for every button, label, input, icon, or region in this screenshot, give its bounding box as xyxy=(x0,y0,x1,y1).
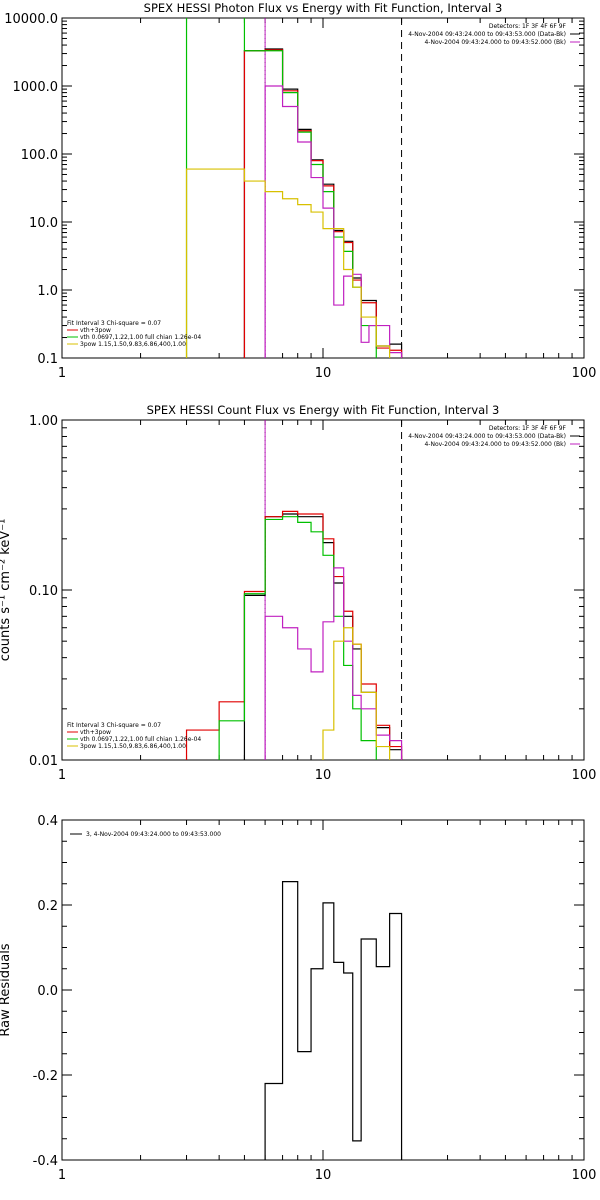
panel-3: 1 10 100 -0.4 -0.2 0.0 0.2 0.4 Raw Residuals 3, 4… xyxy=(0,814,596,1183)
info-line: 4-Nov-2004 09:43:24.000 to 09:43:52.000 … xyxy=(424,441,566,448)
x-tick-label: 100 xyxy=(572,768,597,783)
y-tick-label: 10000.0 xyxy=(4,12,58,27)
legend-item: 3pow 1.15,1.50,9.83,6.86,400,1.00 xyxy=(80,341,186,348)
series-line-vth xyxy=(218,516,403,760)
info-line: 4-Nov-2004 09:43:24.000 to 09:43:52.000 … xyxy=(424,39,566,46)
y-tick-label: 100.0 xyxy=(21,148,58,163)
x-tick-label: 10 xyxy=(315,768,332,783)
y-axis-label: counts s⁻¹ cm⁻² keV⁻¹ xyxy=(0,519,13,662)
legend-item: 3, 4-Nov-2004 09:43:24.000 to 09:43:53.0… xyxy=(86,831,221,838)
y-tick-label: 10.0 xyxy=(29,216,58,231)
plot-area xyxy=(185,18,403,358)
x-tick-label: 10 xyxy=(315,366,332,381)
x-tick-label: 10 xyxy=(315,1168,332,1183)
legend-item: vth+3pow xyxy=(80,729,111,736)
y-tick-label: 1.00 xyxy=(29,414,58,429)
x-tick-label: 1 xyxy=(58,768,66,783)
legend-title: Fit Interval 3 Chi-square = 0.07 xyxy=(67,320,161,327)
plot-frame xyxy=(61,419,585,761)
panel-2: SPEX HESSI Count Flux vs Energy with Fit… xyxy=(0,403,597,783)
legend-item: vth+3pow xyxy=(80,327,111,334)
info-line: Detectors: 1F 3F 4F 6F 9F xyxy=(489,425,567,432)
y-tick-label: 0.1 xyxy=(37,352,58,367)
y-tick-label: 0.2 xyxy=(37,899,58,914)
legend-item: vth 0.0697,1.22,1.00 full chian 1.26e-04 xyxy=(80,736,201,743)
y-tick-label: 0.4 xyxy=(37,814,58,829)
series-line-vth xyxy=(185,18,403,358)
legend-item: 3pow 1.15,1.50,9.83,6.86,400,1.00 xyxy=(80,743,186,750)
y-tick-label: 0.0 xyxy=(37,984,58,999)
info-line: 4-Nov-2004 09:43:24.000 to 09:43:53.000 … xyxy=(408,433,566,440)
series-line-bk xyxy=(264,85,403,358)
info-line: 4-Nov-2004 09:43:24.000 to 09:43:53.000 … xyxy=(408,31,566,38)
plot-area xyxy=(264,881,403,1160)
y-axis-label: Raw Residuals xyxy=(0,943,13,1036)
chart-title: SPEX HESSI Count Flux vs Energy with Fit… xyxy=(147,403,500,417)
series-line-residuals xyxy=(264,881,403,1160)
y-tick-label: 0.01 xyxy=(29,754,58,769)
chart-title: SPEX HESSI Photon Flux vs Energy with Fi… xyxy=(144,1,503,15)
x-tick-label: 100 xyxy=(572,1168,597,1183)
series-line-3pow xyxy=(310,627,403,760)
legend-item: vth 0.0697,1.22,1.00 full chian 1.26e-04 xyxy=(80,334,201,341)
y-tick-label: -0.4 xyxy=(33,1154,58,1169)
info-line: Detectors: 1F 3F 4F 6F 9F xyxy=(489,23,567,30)
plot-area xyxy=(185,420,403,760)
y-tick-label: 1000.0 xyxy=(13,80,59,95)
legend-title: Fit Interval 3 Chi-square = 0.07 xyxy=(67,722,161,729)
y-tick-label: -0.2 xyxy=(33,1069,58,1084)
y-tick-label: 0.10 xyxy=(29,584,58,599)
x-tick-label: 1 xyxy=(58,1168,66,1183)
x-tick-label: 1 xyxy=(58,366,66,381)
y-tick-label: 1.0 xyxy=(37,284,58,299)
series-line-3pow xyxy=(185,168,403,358)
panel-1: SPEX HESSI Photon Flux vs Energy with Fi… xyxy=(4,1,597,381)
x-tick-label: 100 xyxy=(572,366,597,381)
plot-frame xyxy=(61,819,585,1161)
